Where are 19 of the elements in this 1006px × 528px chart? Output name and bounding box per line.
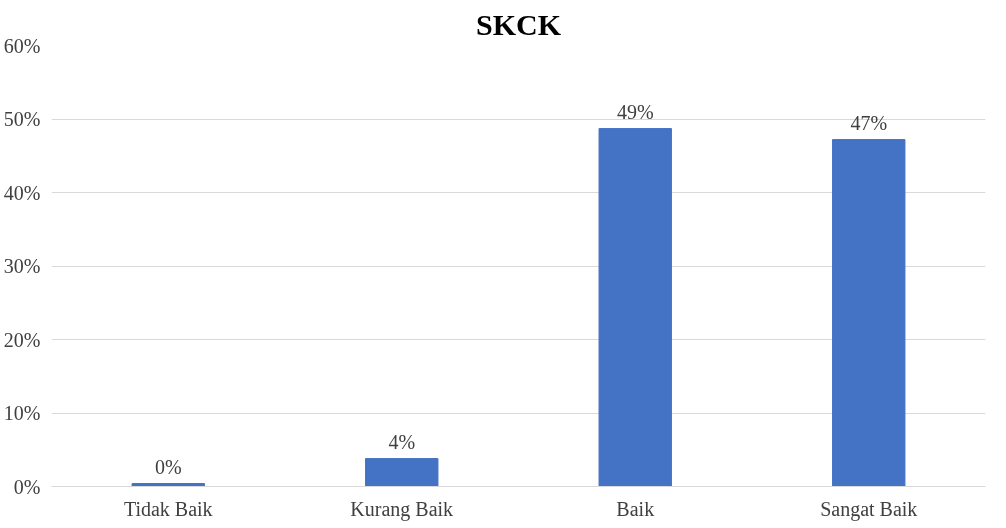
y-tick-label: 20% — [3, 328, 41, 351]
y-tick-label: 60% — [3, 34, 41, 57]
data-label: 47% — [850, 111, 888, 134]
data-label: 49% — [616, 100, 654, 123]
x-tick-label: Sangat Baik — [820, 497, 918, 521]
y-tick-label: 40% — [3, 181, 41, 204]
data-label: 0% — [154, 455, 182, 478]
y-tick-label: 10% — [3, 402, 41, 424]
x-tick-label: Kurang Baik — [350, 497, 454, 521]
x-tick-label: Tidak Baik — [123, 497, 213, 520]
x-tick-label: Baik — [616, 497, 655, 520]
y-tick-label: 30% — [3, 255, 41, 277]
y-tick-label: 0% — [13, 475, 41, 498]
chart-title: SKCK — [475, 7, 562, 41]
y-tick-label: 50% — [3, 108, 41, 130]
bar — [365, 458, 439, 487]
data-label: 4% — [388, 430, 416, 453]
bar — [598, 128, 672, 487]
bar — [832, 139, 906, 487]
